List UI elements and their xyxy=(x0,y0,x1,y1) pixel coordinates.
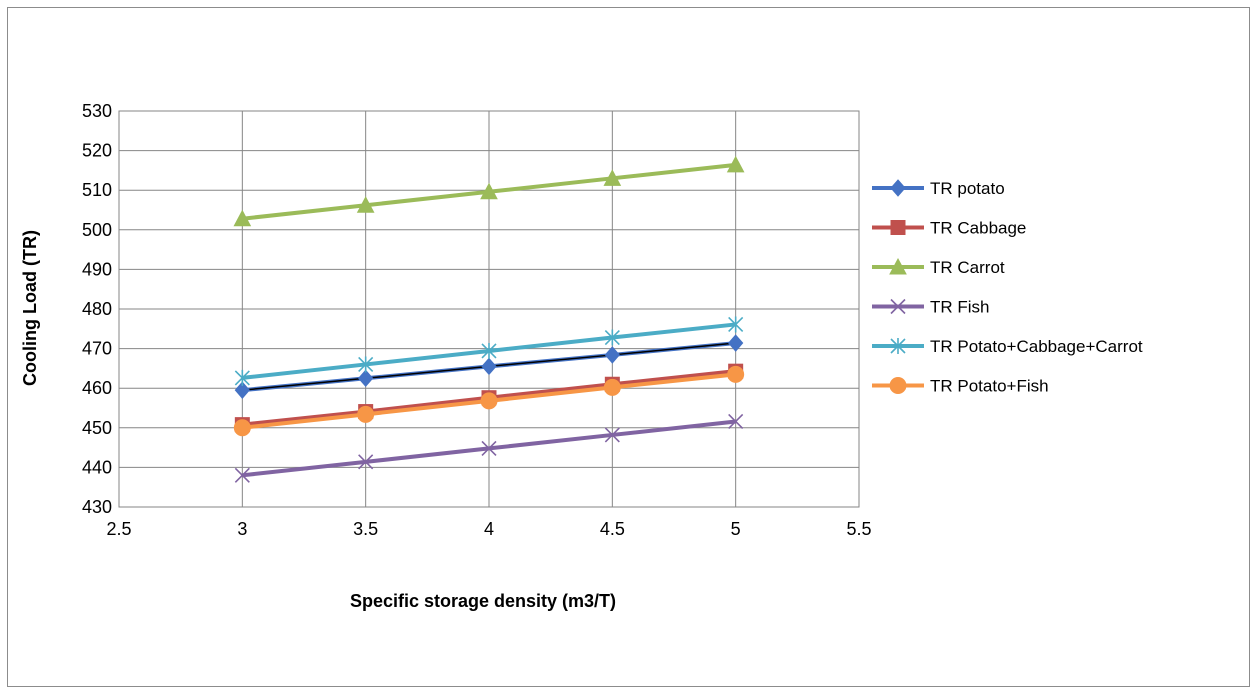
data-point xyxy=(356,196,375,213)
legend-marker xyxy=(889,377,907,394)
y-tick-label: 500 xyxy=(82,220,112,240)
legend-label: TR Potato+Fish xyxy=(930,377,1049,396)
data-point xyxy=(358,454,374,470)
data-point xyxy=(357,405,375,423)
legend-marker xyxy=(890,338,906,354)
data-point xyxy=(728,334,744,352)
y-tick-label: 430 xyxy=(82,497,112,517)
x-tick-label: 5 xyxy=(731,519,741,539)
data-point xyxy=(604,427,620,443)
data-point xyxy=(480,182,498,200)
legend-label: TR Carrot xyxy=(930,258,1005,277)
legend: TR potato TR Cabbage TR Carrot TR Fish TR Po… xyxy=(872,179,1143,396)
legend-marker xyxy=(889,257,907,275)
y-tick-label: 520 xyxy=(82,141,112,161)
legend-marker xyxy=(890,220,906,235)
x-tick-label: 5.5 xyxy=(846,519,871,539)
grid-layer xyxy=(118,110,860,508)
legend-item: TR Carrot xyxy=(872,257,1005,277)
data-point xyxy=(481,440,497,456)
x-tick-label: 4.5 xyxy=(600,519,625,539)
data-point xyxy=(358,356,374,373)
legend-label: TR Potato+Cabbage+Carrot xyxy=(930,337,1143,356)
y-tick-label: 510 xyxy=(82,180,112,200)
data-point xyxy=(233,419,251,437)
y-tick-label: 530 xyxy=(82,101,112,121)
data-point xyxy=(234,369,250,386)
series-tr-carrot xyxy=(233,155,745,227)
legend-item: TR Potato+Fish xyxy=(872,377,1049,396)
data-point xyxy=(604,346,620,364)
legend-marker xyxy=(890,298,906,315)
series-tr-potato-fish xyxy=(233,365,745,437)
data-point xyxy=(726,155,745,173)
data-point xyxy=(728,316,744,333)
data-point xyxy=(728,413,744,430)
series-tr-potato xyxy=(234,334,744,399)
y-tick-label: 460 xyxy=(82,378,112,398)
y-tick-label: 450 xyxy=(82,418,112,438)
legend-label: TR Cabbage xyxy=(930,219,1026,238)
y-tick-label: 440 xyxy=(82,457,112,477)
y-tick-label: 480 xyxy=(82,299,112,319)
y-tick-label: 470 xyxy=(82,339,112,359)
data-point xyxy=(358,369,374,388)
y-tick-label: 490 xyxy=(82,259,112,279)
chart-frame: 430 440 450 460 470 480 490 500 510 520 530 2.5 3 3.5… xyxy=(7,7,1250,687)
x-tick-label: 3.5 xyxy=(353,519,378,539)
data-point xyxy=(727,365,745,383)
x-tick-label: 3 xyxy=(237,519,247,539)
y-axis-title: Cooling Load (TR) xyxy=(20,230,40,386)
data-point xyxy=(480,392,498,410)
data-point xyxy=(234,381,250,399)
plot-area-border xyxy=(118,110,860,508)
legend-item: TR Fish xyxy=(872,298,990,317)
legend-label: TR Fish xyxy=(930,298,990,317)
tick-labels: 430 440 450 460 470 480 490 500 510 520 530 2.5 3 3.5… xyxy=(82,101,872,539)
line-chart: 430 440 450 460 470 480 490 500 510 520 530 2.5 3 3.5… xyxy=(20,101,1143,611)
x-tick-label: 4 xyxy=(484,519,494,539)
series-layer xyxy=(233,155,745,483)
x-tick-label: 2.5 xyxy=(106,519,131,539)
legend-label: TR potato xyxy=(930,179,1005,198)
data-point xyxy=(233,209,252,227)
data-point xyxy=(603,169,622,186)
series-tr-fish xyxy=(234,413,744,483)
series-tr-potato-cabbage-carrot xyxy=(234,316,744,386)
x-axis-title: Specific storage density (m3/T) xyxy=(350,591,616,611)
legend-item: TR potato xyxy=(872,179,1005,198)
legend-item: TR Potato+Cabbage+Carrot xyxy=(872,337,1143,356)
data-point xyxy=(481,342,497,359)
data-point xyxy=(603,378,621,396)
data-point xyxy=(481,357,497,376)
legend-marker xyxy=(890,179,906,197)
data-point xyxy=(604,329,620,346)
legend-item: TR Cabbage xyxy=(872,219,1026,238)
data-point xyxy=(234,467,250,483)
